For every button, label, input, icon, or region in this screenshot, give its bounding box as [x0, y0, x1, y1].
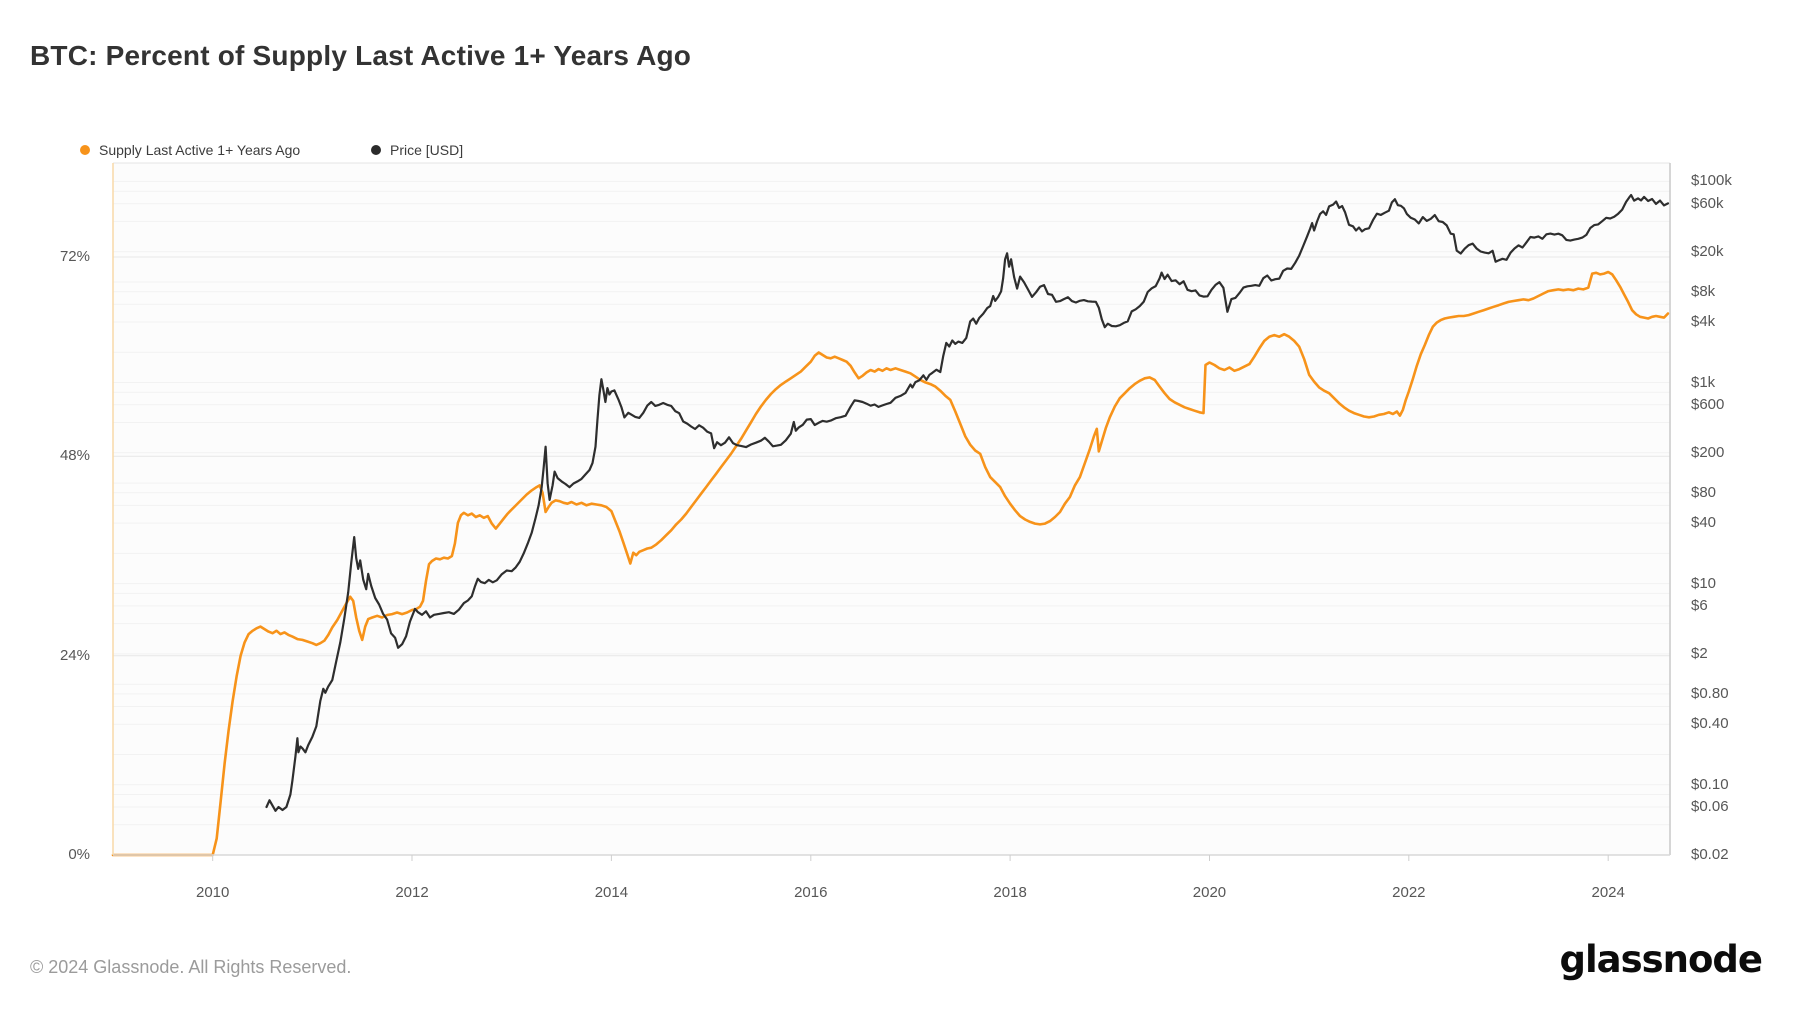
- y-right-tick-label: $4k: [1691, 312, 1716, 330]
- y-right-tick-label: $600: [1691, 395, 1725, 413]
- copyright-text: © 2024 Glassnode. All Rights Reserved.: [30, 957, 352, 977]
- supply-line: [111, 270, 1670, 857]
- y-right-tick-label: $100k: [1691, 172, 1732, 190]
- y-right-tick-label: $2: [1691, 644, 1708, 662]
- legend-item-label: Price [USD]: [390, 142, 464, 158]
- legend-item-price[interactable]: Price [USD]: [371, 140, 463, 160]
- y-right-tick-label: $0.80: [1691, 684, 1729, 702]
- page-title: BTC: Percent of Supply Last Active 1+ Ye…: [30, 40, 692, 71]
- price-legend-dot-icon: [371, 145, 381, 155]
- x-axis-tick-label: 2024: [1591, 884, 1625, 901]
- x-axis-tick-label: 2016: [794, 884, 828, 901]
- x-axis-tick-label: 2014: [594, 884, 629, 901]
- y-right-tick-label: $1k: [1691, 373, 1716, 391]
- y-right-tick-label: $200: [1691, 443, 1725, 461]
- y-right-tick-label: $0.02: [1691, 846, 1729, 863]
- y-right-tick-label: $60k: [1691, 194, 1724, 212]
- y-right-tick-label: $80: [1691, 483, 1717, 501]
- y-right-tick-label: $6: [1691, 596, 1708, 614]
- legend-item-label: Supply Last Active 1+ Years Ago: [99, 142, 301, 158]
- x-axis-tick-label: 2020: [1192, 884, 1227, 901]
- x-axis-tick-label: 2022: [1392, 884, 1426, 901]
- y-right-tick-label: $0.40: [1691, 715, 1729, 733]
- y-right-tick-label: $0.06: [1691, 798, 1729, 816]
- glassnode-logo: glassnode: [1559, 938, 1763, 981]
- x-axis-tick-label: 2018: [993, 884, 1027, 901]
- y-right-tick-label: $20k: [1691, 242, 1724, 260]
- y-left-tick-label: 24%: [59, 646, 90, 664]
- y-right-tick-label: $8k: [1691, 282, 1716, 300]
- supply-legend-dot-icon: [80, 145, 90, 155]
- x-axis-tick-label: 2010: [195, 884, 230, 901]
- y-left-tick-label: 48%: [59, 447, 90, 465]
- y-right-tick-label: $0.10: [1691, 775, 1729, 793]
- y-left-tick-label: 72%: [59, 248, 90, 265]
- x-axis-tick-label: 2012: [395, 884, 429, 901]
- price-line: [265, 193, 1670, 812]
- y-right-tick-label: $10: [1691, 574, 1717, 592]
- legend-item-supply[interactable]: Supply Last Active 1+ Years Ago: [80, 140, 300, 160]
- y-right-tick-label: $40: [1691, 514, 1717, 532]
- y-left-tick-label: 0%: [68, 846, 90, 863]
- plot-area[interactable]: [113, 163, 1670, 855]
